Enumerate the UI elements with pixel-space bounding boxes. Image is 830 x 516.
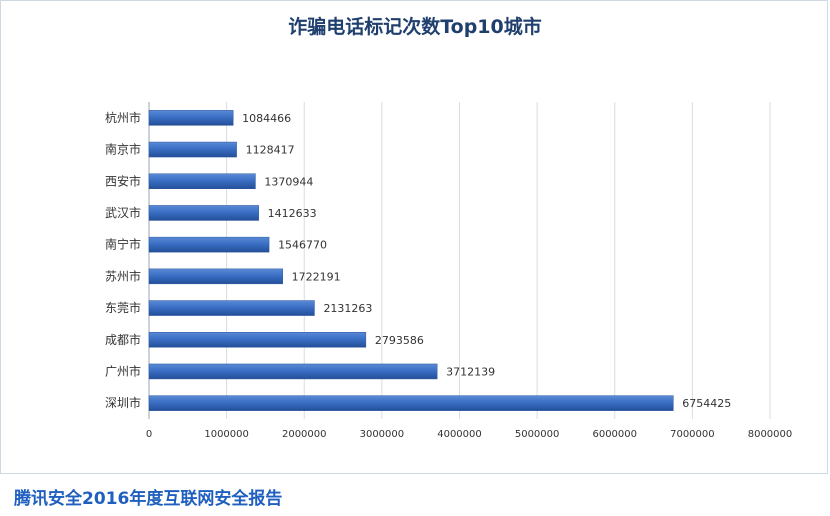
category-label: 南京市 [105,142,141,157]
category-label: 深圳市 [105,395,141,410]
category-label: 东莞市 [105,300,141,315]
bar-chart: 0 1000000 2000000 3000000 4000000 5000000 6000… [105,102,793,440]
bar [148,395,674,411]
data-label: 1722191 [292,270,341,283]
x-tick-label: 3000000 [360,429,405,440]
bar [148,268,283,285]
category-label: 武汉市 [105,205,141,220]
bar [148,236,270,253]
bar [148,110,234,126]
category-label: 成都市 [105,332,141,347]
footer-caption: 腾讯安全2016年度互联网安全报告 [14,489,283,509]
x-tick-label: 5000000 [515,429,560,440]
x-tick-label: 4000000 [437,429,482,440]
data-label: 2793586 [375,334,424,347]
bar [148,300,315,316]
data-label: 6754425 [682,397,731,410]
bar [148,205,259,221]
data-label: 1412633 [268,207,317,220]
category-label: 西安市 [105,173,141,188]
x-tick-label: 6000000 [592,429,637,440]
x-tick-label: 7000000 [670,429,715,440]
x-tick-label: 1000000 [204,429,249,440]
data-label: 1546770 [278,239,327,252]
category-label: 苏州市 [105,268,141,283]
bar [148,173,256,189]
category-label: 南宁市 [105,237,141,252]
x-tick-label: 0 [146,429,152,440]
bar [148,363,438,380]
bar [148,141,237,158]
data-label: 1084466 [242,112,291,125]
category-label: 杭州市 [105,110,141,125]
data-label: 3712139 [446,365,495,378]
data-label: 1128417 [246,144,295,157]
data-label: 1370944 [264,175,313,188]
chart-frame: 诈骗电话标记次数Top10城市 0 1000000 2000000 3000000 40… [0,0,828,474]
chart-title: 诈骗电话标记次数Top10城市 [288,16,542,38]
x-tick-label: 8000000 [748,429,793,440]
x-tick-label: 2000000 [282,429,327,440]
data-label: 2131263 [323,302,372,315]
bar [148,332,367,348]
category-label: 广州市 [105,363,141,378]
